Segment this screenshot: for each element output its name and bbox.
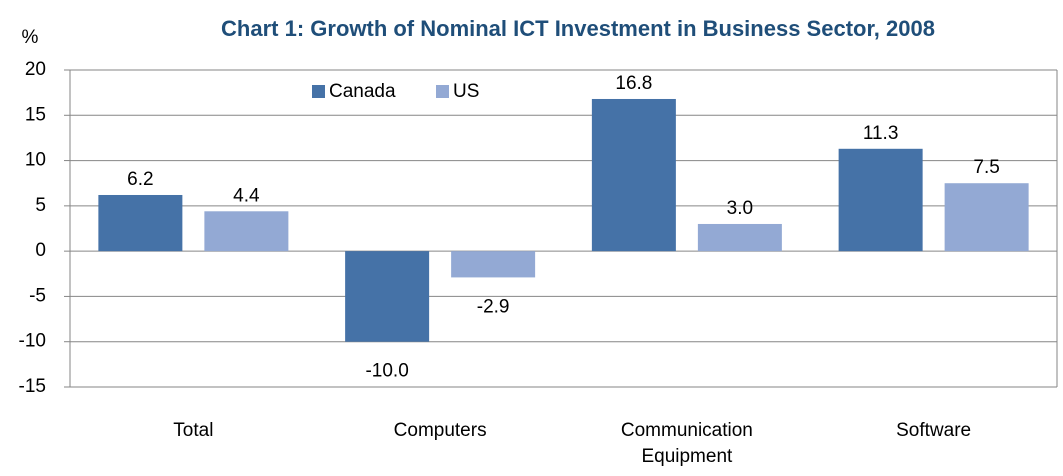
bar <box>98 194 183 252</box>
data-label: 7.5 <box>973 157 999 178</box>
x-tick-label: Software <box>896 420 972 441</box>
y-tick-label: 0 <box>35 240 46 261</box>
legend-label: Canada <box>329 81 396 102</box>
y-tick-label: 5 <box>35 195 46 216</box>
chart-title: Chart 1: Growth of Nominal ICT Investmen… <box>221 16 935 41</box>
bar <box>697 223 782 252</box>
x-tick-label: Total <box>173 420 214 441</box>
bar <box>451 251 536 278</box>
bar <box>944 183 1029 252</box>
x-tick-label: Computers <box>393 420 487 441</box>
data-label: 11.3 <box>863 123 899 144</box>
y-tick-label: 20 <box>25 59 46 80</box>
bar <box>345 251 430 342</box>
data-label: 4.4 <box>233 185 260 206</box>
legend-swatch <box>312 85 325 98</box>
data-label: -10.0 <box>365 361 408 382</box>
y-tick-label: -5 <box>29 285 46 306</box>
data-label: -2.9 <box>477 296 510 317</box>
y-tick-label: 15 <box>25 104 46 125</box>
data-label: 16.8 <box>615 73 652 94</box>
y-axis-label: % <box>22 27 39 48</box>
bar <box>838 148 923 252</box>
y-tick-label: 10 <box>25 150 46 171</box>
bar <box>204 211 289 252</box>
data-label: 3.0 <box>727 198 753 219</box>
y-tick-label: -10 <box>19 331 46 352</box>
bar <box>591 98 676 252</box>
x-tick-label: Communication Equipment <box>620 420 753 467</box>
y-tick-label: -15 <box>19 376 46 397</box>
legend-swatch <box>436 85 449 98</box>
data-label: 6.2 <box>127 169 153 190</box>
legend-label: US <box>453 81 479 102</box>
